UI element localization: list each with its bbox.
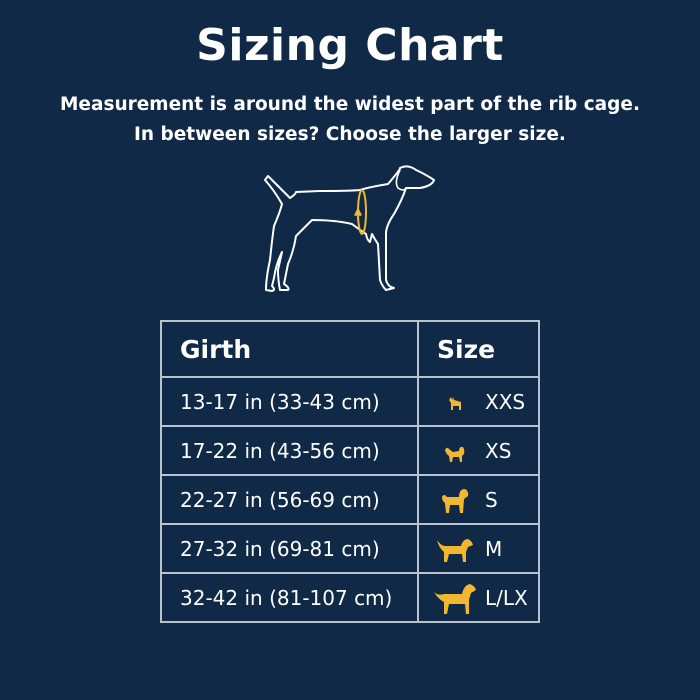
page-title: Sizing Chart <box>196 20 504 71</box>
size-label: S <box>485 487 498 512</box>
size-cell: S <box>417 474 540 525</box>
girth-cell: 32-42 in (81-107 cm) <box>160 572 419 623</box>
size-cell: XXS <box>417 376 540 427</box>
size-cell: M <box>417 523 540 574</box>
size-cell: XS <box>417 425 540 476</box>
poodle-icon <box>433 486 477 513</box>
table-row: 32-42 in (81-107 cm) L/LX <box>160 572 540 623</box>
size-label: M <box>485 536 503 561</box>
subtitle-advice: In between sizes? Choose the larger size… <box>134 124 566 145</box>
large-dog-icon <box>433 582 477 614</box>
girth-cell: 17-22 in (43-56 cm) <box>160 425 419 476</box>
girth-cell: 22-27 in (56-69 cm) <box>160 474 419 525</box>
table-row: 22-27 in (56-69 cm) S <box>160 474 540 525</box>
size-label: L/LX <box>485 585 528 610</box>
size-column-header: Size <box>417 320 540 378</box>
small-fluffy-dog-icon <box>433 439 477 463</box>
table-row: 17-22 in (43-56 cm) XS <box>160 425 540 476</box>
girth-cell: 13-17 in (33-43 cm) <box>160 376 419 427</box>
dog-girth-diagram-icon <box>264 165 435 292</box>
size-label: XXS <box>485 390 526 415</box>
size-label: XS <box>485 439 512 464</box>
table-row: 27-32 in (69-81 cm) M <box>160 523 540 574</box>
medium-dog-icon <box>433 535 477 562</box>
table-header-row: Girth Size <box>160 320 540 378</box>
girth-column-header: Girth <box>160 320 419 378</box>
girth-cell: 27-32 in (69-81 cm) <box>160 523 419 574</box>
table-row: 13-17 in (33-43 cm) XXS <box>160 376 540 427</box>
subtitle-measurement: Measurement is around the widest part of… <box>60 94 640 115</box>
chihuahua-icon <box>433 390 477 414</box>
size-cell: L/LX <box>417 572 540 623</box>
sizing-table: Girth Size 13-17 in (33-43 cm) XXS 17-22… <box>160 320 540 623</box>
